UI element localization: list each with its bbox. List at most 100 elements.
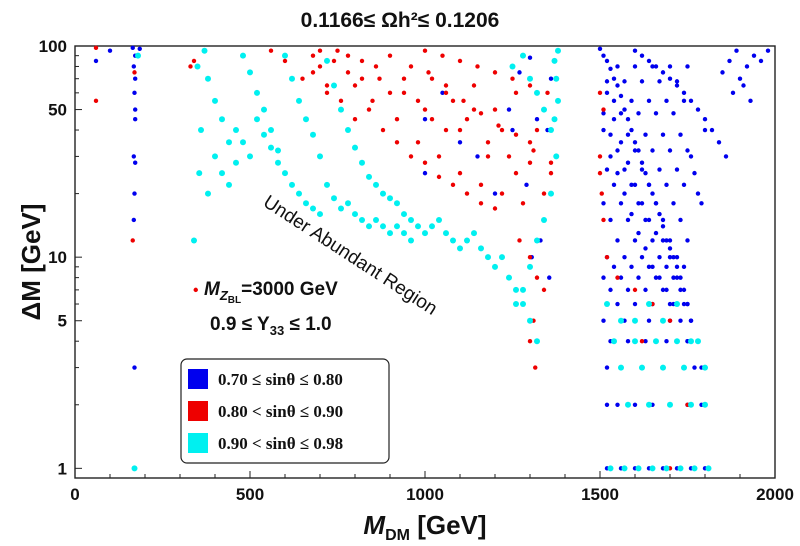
data-point <box>401 211 407 218</box>
data-point <box>387 195 393 202</box>
data-point <box>730 90 736 96</box>
data-point <box>604 254 610 260</box>
data-point <box>422 160 428 165</box>
data-point <box>509 63 516 70</box>
data-point <box>667 238 673 243</box>
data-point <box>671 254 676 260</box>
data-point <box>748 98 753 104</box>
data-point <box>534 117 540 122</box>
data-point <box>741 83 746 88</box>
mass-annotation-sub: Z <box>219 288 229 303</box>
data-point <box>499 254 505 261</box>
data-point <box>611 76 617 81</box>
data-point <box>639 79 645 84</box>
data-point <box>541 106 547 113</box>
yukawa-annotation-rest: ≤ 1.0 <box>284 314 331 335</box>
data-point <box>443 83 449 88</box>
data-point <box>317 48 323 53</box>
data-point <box>492 107 498 112</box>
data-point <box>478 201 484 206</box>
data-point <box>401 230 407 237</box>
data-point <box>643 170 648 176</box>
data-point <box>310 70 316 75</box>
data-point <box>604 167 610 172</box>
data-point <box>527 55 533 60</box>
data-point <box>471 107 477 112</box>
data-point <box>691 465 698 472</box>
data-point <box>674 338 680 345</box>
data-point <box>492 206 498 211</box>
data-point <box>553 153 560 160</box>
data-point <box>513 90 519 96</box>
data-point <box>196 170 203 177</box>
data-point <box>527 317 533 324</box>
data-point <box>639 254 645 260</box>
data-point <box>674 301 680 308</box>
data-point <box>133 76 138 81</box>
data-point <box>275 147 281 154</box>
data-point <box>401 76 407 81</box>
data-point <box>632 287 638 293</box>
data-point <box>132 90 137 96</box>
data-point <box>608 217 613 223</box>
data-point <box>548 190 554 197</box>
data-point <box>695 338 701 345</box>
legend-swatch-blue <box>188 369 208 389</box>
data-point <box>615 83 620 88</box>
data-point <box>688 318 694 323</box>
data-point <box>464 117 470 122</box>
data-point <box>527 83 533 88</box>
data-point <box>677 465 684 472</box>
data-point <box>275 159 281 166</box>
data-point <box>107 48 113 53</box>
data-point <box>702 364 708 371</box>
data-point <box>667 254 673 260</box>
data-point <box>440 90 445 96</box>
data-point <box>261 106 267 113</box>
data-point <box>667 246 673 251</box>
data-point <box>345 53 351 58</box>
mass-annotation-prefix: M <box>204 279 221 300</box>
data-point <box>282 170 288 177</box>
data-point <box>705 465 712 472</box>
data-point <box>599 191 604 196</box>
data-point <box>685 301 690 307</box>
data-point <box>629 264 634 270</box>
data-point <box>629 127 634 133</box>
data-point <box>359 159 365 166</box>
data-point <box>506 274 512 281</box>
data-point <box>646 401 652 408</box>
data-point <box>660 287 666 293</box>
data-point <box>597 170 603 176</box>
data-point <box>133 117 138 122</box>
data-point <box>394 200 400 207</box>
data-point <box>611 117 617 122</box>
data-point <box>429 117 435 122</box>
data-point <box>324 90 330 96</box>
data-point <box>534 237 540 244</box>
data-point <box>548 76 554 81</box>
data-point <box>632 182 638 188</box>
data-point <box>548 160 554 165</box>
data-point <box>513 301 519 308</box>
data-point <box>629 211 634 217</box>
data-point <box>132 70 137 75</box>
data-point <box>681 90 687 96</box>
data-point <box>205 190 211 197</box>
data-point <box>646 301 652 308</box>
data-point <box>457 127 463 133</box>
legend-label-blue: 0.70 ≤ sinθ ≤ 0.80 <box>218 370 343 389</box>
data-point <box>534 338 540 345</box>
data-point <box>478 245 484 252</box>
data-point <box>555 47 561 54</box>
y-tick-label: 50 <box>48 101 67 120</box>
data-point <box>716 140 722 145</box>
data-point <box>401 90 407 96</box>
data-point <box>632 317 638 324</box>
data-point <box>622 254 627 260</box>
data-point <box>622 107 627 112</box>
data-point <box>660 70 666 75</box>
data-point <box>317 153 323 160</box>
data-point <box>338 205 344 212</box>
data-point <box>130 238 135 243</box>
